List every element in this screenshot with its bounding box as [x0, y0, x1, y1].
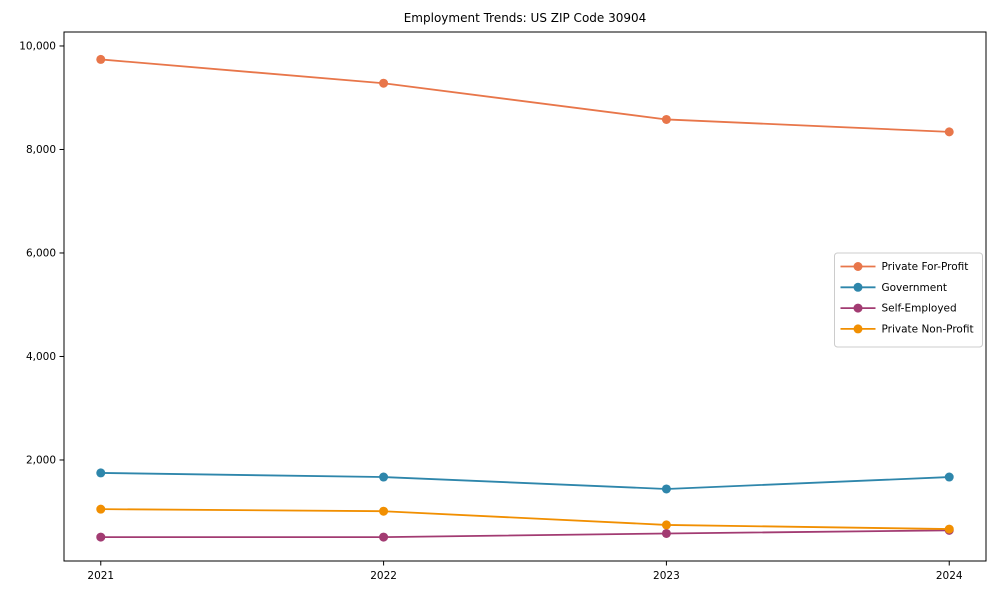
chart-title: Employment Trends: US ZIP Code 30904 [403, 11, 647, 25]
series-marker-private-for-profit [379, 78, 389, 88]
y-axis-tick-label: 2,000 [26, 454, 56, 466]
series-marker-government [379, 472, 389, 482]
series-marker-government [96, 468, 106, 478]
x-axis-tick-label: 2022 [370, 570, 397, 582]
legend-label-private-non-profit: Private Non-Profit [882, 323, 974, 335]
axis-frame [63, 31, 987, 562]
x-axis-tick-label: 2021 [87, 570, 114, 582]
legend-marker-private-for-profit [853, 262, 863, 271]
y-axis-tick-label: 4,000 [26, 351, 56, 363]
x-axis-tick-label: 2024 [936, 570, 963, 582]
legend-marker-self-employed [853, 303, 863, 313]
series-marker-private-non-profit [379, 506, 389, 516]
series-marker-private-non-profit [661, 520, 671, 530]
series-line-private-non-profit [99, 508, 951, 530]
series-marker-government [944, 472, 954, 482]
series-marker-self-employed [661, 528, 671, 538]
series-marker-private-non-profit [944, 524, 954, 534]
y-axis-tick-label: 8,000 [26, 144, 56, 156]
series-marker-private-for-profit [96, 54, 106, 64]
series-line-private-for-profit [99, 58, 951, 133]
legend-marker-private-non-profit [853, 324, 863, 334]
legend-label-government: Government [882, 282, 947, 294]
series-marker-private-for-profit [944, 127, 954, 137]
series-marker-self-employed [96, 532, 106, 542]
series-marker-private-non-profit [96, 504, 106, 514]
legend-label-private-for-profit: Private For-Profit [882, 261, 969, 273]
y-axis-tick-label: 6,000 [26, 247, 56, 259]
legend-label-self-employed: Self-Employed [882, 303, 957, 315]
series-marker-self-employed [379, 532, 389, 542]
legend-box [834, 252, 983, 348]
x-axis-tick-label: 2023 [653, 570, 680, 582]
y-axis-tick-label: 10,000 [19, 40, 56, 52]
legend-marker-government [853, 282, 863, 292]
series-marker-government [661, 484, 671, 494]
series-line-self-employed [99, 529, 951, 538]
series-line-government [99, 472, 951, 490]
series-marker-private-for-profit [661, 114, 671, 124]
